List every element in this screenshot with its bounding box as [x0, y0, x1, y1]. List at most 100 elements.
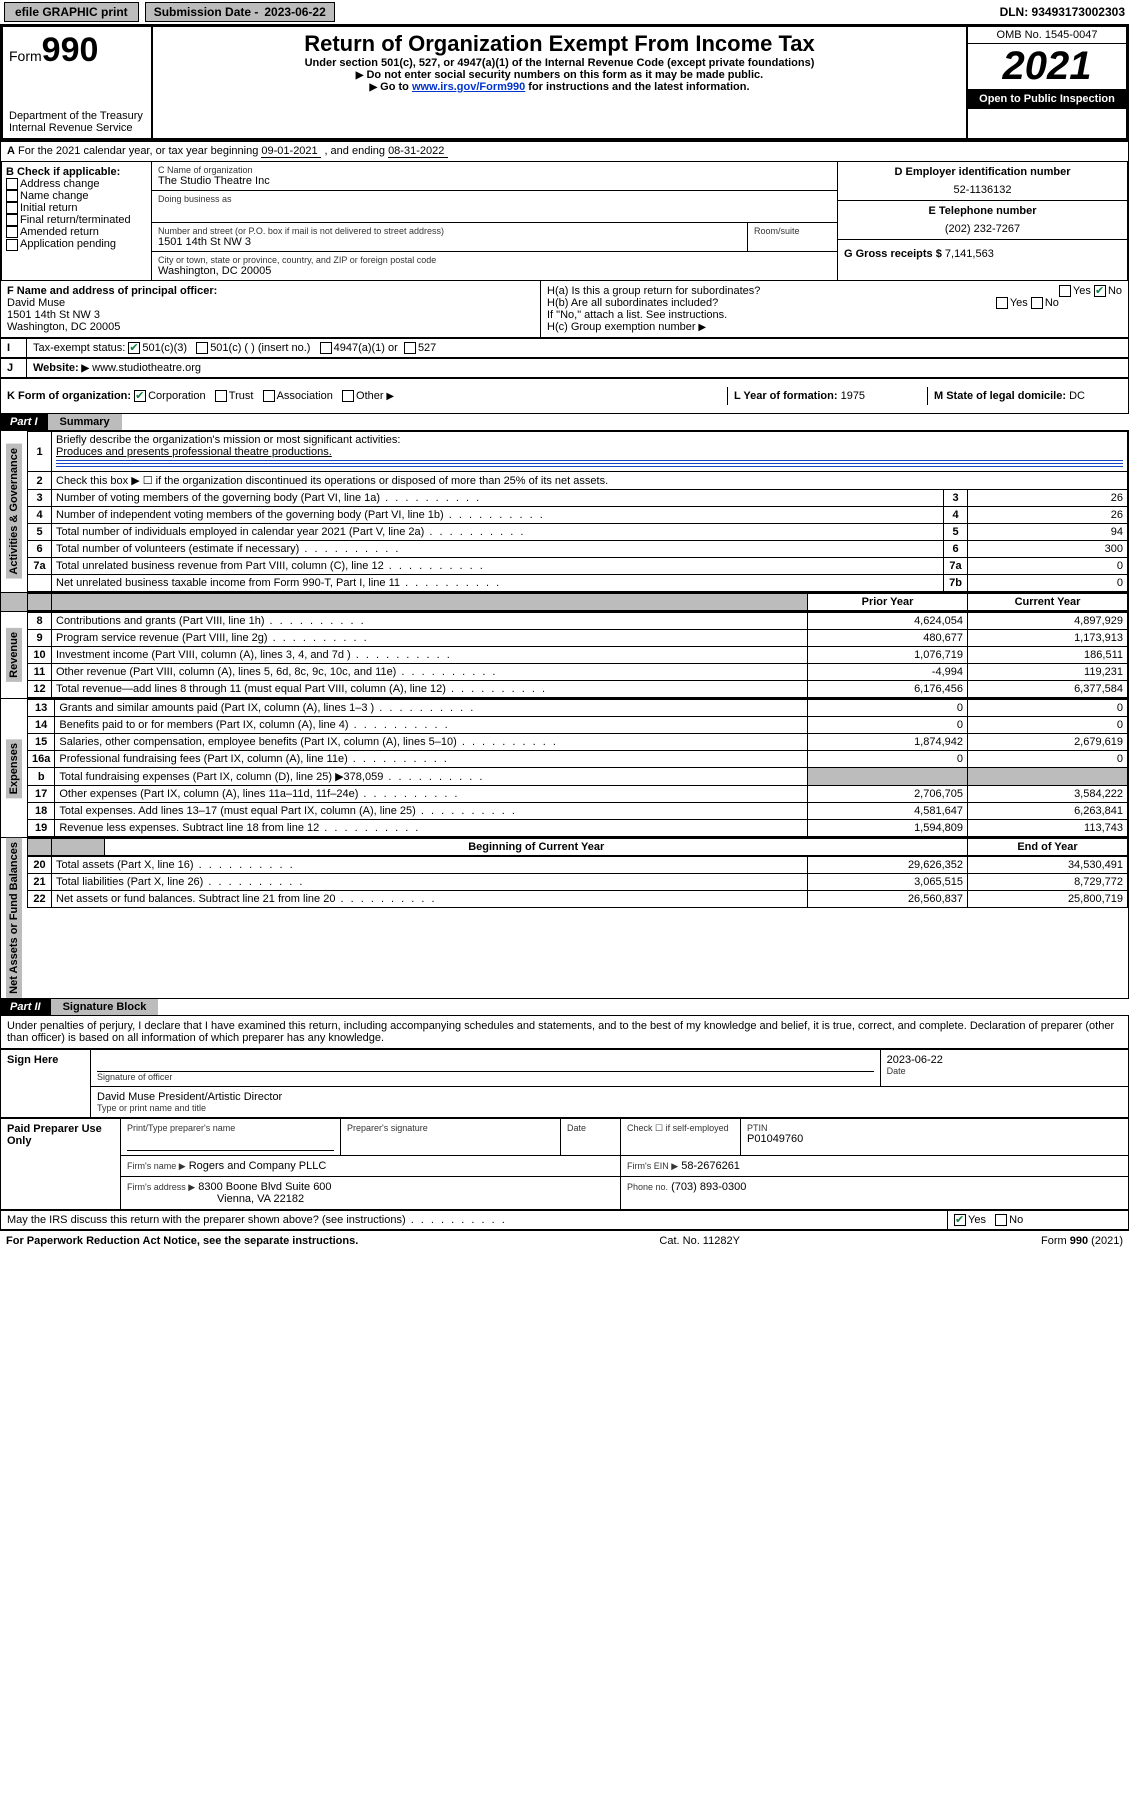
- table-row: 21Total liabilities (Part X, line 26)3,0…: [28, 874, 1128, 891]
- tax-exempt-status: Tax-exempt status: 501(c)(3) 501(c) ( ) …: [27, 339, 1128, 357]
- irs-label: Internal Revenue Service: [9, 122, 145, 134]
- subtitle-3: Go to www.irs.gov/Form990 for instructio…: [159, 81, 960, 93]
- ptin-value: P01049760: [747, 1133, 1122, 1145]
- sign-here-label: Sign Here: [1, 1050, 91, 1118]
- check-corp[interactable]: [134, 390, 146, 402]
- irs-link[interactable]: www.irs.gov/Form990: [412, 81, 525, 93]
- room-label: Room/suite: [754, 226, 831, 236]
- firm-ein: 58-2676261: [681, 1160, 740, 1172]
- preparer-sig-label: Preparer's signature: [347, 1123, 554, 1133]
- check-501c3[interactable]: [128, 342, 140, 354]
- ein-value: 52-1136132: [844, 184, 1121, 196]
- table-row: 9Program service revenue (Part VIII, lin…: [28, 630, 1128, 647]
- table-row: bTotal fundraising expenses (Part IX, co…: [28, 768, 1128, 786]
- table-row: 19Revenue less expenses. Subtract line 1…: [28, 820, 1128, 837]
- line-l-label: L Year of formation:: [734, 390, 838, 402]
- paperwork-notice: For Paperwork Reduction Act Notice, see …: [6, 1235, 358, 1247]
- line-a: A For the 2021 calendar year, or tax yea…: [1, 142, 1128, 161]
- ha-no[interactable]: [1094, 285, 1106, 297]
- g-gross-label: G Gross receipts $: [844, 248, 942, 260]
- city-label: City or town, state or province, country…: [158, 255, 831, 265]
- table-row: 5Total number of individuals employed in…: [28, 524, 1128, 541]
- hb-yes[interactable]: [996, 297, 1008, 309]
- officer-addr2: Washington, DC 20005: [7, 321, 534, 333]
- check-amended-return[interactable]: [6, 226, 18, 238]
- sig-officer-label: Signature of officer: [97, 1072, 874, 1082]
- form-title: Return of Organization Exempt From Incom…: [159, 31, 960, 57]
- org-name: The Studio Theatre Inc: [158, 175, 831, 187]
- form-footer: Form 990 (2021): [1041, 1235, 1123, 1247]
- hb-no[interactable]: [1031, 297, 1043, 309]
- check-527[interactable]: [404, 342, 416, 354]
- firm-name: Rogers and Company PLLC: [189, 1160, 327, 1172]
- vlabel-governance: Activities & Governance: [6, 444, 22, 579]
- check-final-return[interactable]: [6, 214, 18, 226]
- table-row: 6Total number of volunteers (estimate if…: [28, 541, 1128, 558]
- phone-value: (202) 232-7267: [844, 223, 1121, 235]
- part-ii-header: Part IISignature Block: [0, 999, 1129, 1015]
- subtitle-2: Do not enter social security numbers on …: [159, 69, 960, 81]
- state-domicile: DC: [1069, 390, 1085, 402]
- omb-label: OMB No. 1545-0047: [968, 27, 1126, 44]
- check-assoc[interactable]: [263, 390, 275, 402]
- table-row: 12Total revenue—add lines 8 through 11 (…: [28, 681, 1128, 698]
- mission-text: Produces and presents professional theat…: [56, 446, 332, 458]
- left-col-header: Beginning of Current Year: [105, 839, 968, 856]
- firm-phone: (703) 893-0300: [671, 1181, 746, 1193]
- prior-year-header: Prior Year: [808, 594, 968, 611]
- preparer-date-label: Date: [567, 1123, 614, 1133]
- discuss-no[interactable]: [995, 1214, 1007, 1226]
- check-other[interactable]: [342, 390, 354, 402]
- table-row: 16aProfessional fundraising fees (Part I…: [28, 751, 1128, 768]
- table-row: 3Number of voting members of the governi…: [28, 490, 1128, 507]
- subtitle-1: Under section 501(c), 527, or 4947(a)(1)…: [159, 57, 960, 69]
- sig-date-value: 2023-06-22: [887, 1054, 1122, 1066]
- check-application-pending[interactable]: [6, 239, 18, 251]
- hb-note: If "No," attach a list. See instructions…: [547, 309, 1122, 321]
- ha-question: H(a) Is this a group return for subordin…: [547, 285, 1122, 297]
- check-initial-return[interactable]: [6, 202, 18, 214]
- hc-label: H(c) Group exemption number: [547, 321, 1122, 333]
- city-value: Washington, DC 20005: [158, 265, 831, 277]
- table-row: 18Total expenses. Add lines 13–17 (must …: [28, 803, 1128, 820]
- vlabel-expenses: Expenses: [6, 739, 22, 798]
- table-row: 7aTotal unrelated business revenue from …: [28, 558, 1128, 575]
- website-value: www.studiotheatre.org: [92, 362, 201, 374]
- line-j-label: J: [1, 359, 27, 377]
- dept-label: Department of the Treasury: [9, 110, 145, 122]
- d-ein-label: D Employer identification number: [844, 166, 1121, 178]
- table-row: 13Grants and similar amounts paid (Part …: [28, 700, 1128, 717]
- ptin-label: PTIN: [747, 1123, 1122, 1133]
- hb-question: H(b) Are all subordinates included? Yes …: [547, 297, 1122, 309]
- f-officer-label: F Name and address of principal officer:: [7, 285, 534, 297]
- check-address-change[interactable]: [6, 178, 18, 190]
- line-m-label: M State of legal domicile:: [934, 390, 1066, 402]
- box-b: B Check if applicable: Address change Na…: [2, 162, 152, 280]
- part-i-header: Part ISummary: [0, 414, 1129, 430]
- preparer-name-label: Print/Type preparer's name: [127, 1123, 334, 1133]
- self-employed-check: Check ☐ if self-employed: [627, 1123, 734, 1134]
- check-name-change[interactable]: [6, 190, 18, 202]
- submission-date-label: Submission Date -: [154, 5, 259, 19]
- discuss-question: May the IRS discuss this return with the…: [1, 1211, 948, 1229]
- line1-label: Briefly describe the organization's miss…: [56, 434, 400, 446]
- efile-button[interactable]: efile GRAPHIC print: [4, 2, 139, 22]
- paid-preparer-label: Paid Preparer Use Only: [1, 1119, 121, 1210]
- ha-yes[interactable]: [1059, 285, 1071, 297]
- year-formation: 1975: [841, 390, 865, 402]
- c-name-label: C Name of organization: [158, 165, 831, 175]
- firm-phone-label: Phone no.: [627, 1182, 668, 1192]
- current-year-header: Current Year: [968, 594, 1128, 611]
- check-trust[interactable]: [215, 390, 227, 402]
- check-4947[interactable]: [320, 342, 332, 354]
- firm-address: 8300 Boone Blvd Suite 600: [198, 1181, 331, 1193]
- vlabel-revenue: Revenue: [6, 628, 22, 682]
- vlabel-netassets: Net Assets or Fund Balances: [6, 838, 22, 998]
- submission-date-box: Submission Date - 2023-06-22: [145, 2, 335, 22]
- dln-label: DLN: 93493173002303: [1000, 5, 1125, 19]
- check-501c[interactable]: [196, 342, 208, 354]
- street-address: 1501 14th St NW 3: [158, 236, 741, 248]
- table-row: 17Other expenses (Part IX, column (A), l…: [28, 786, 1128, 803]
- discuss-yes[interactable]: [954, 1214, 966, 1226]
- table-row: 15Salaries, other compensation, employee…: [28, 734, 1128, 751]
